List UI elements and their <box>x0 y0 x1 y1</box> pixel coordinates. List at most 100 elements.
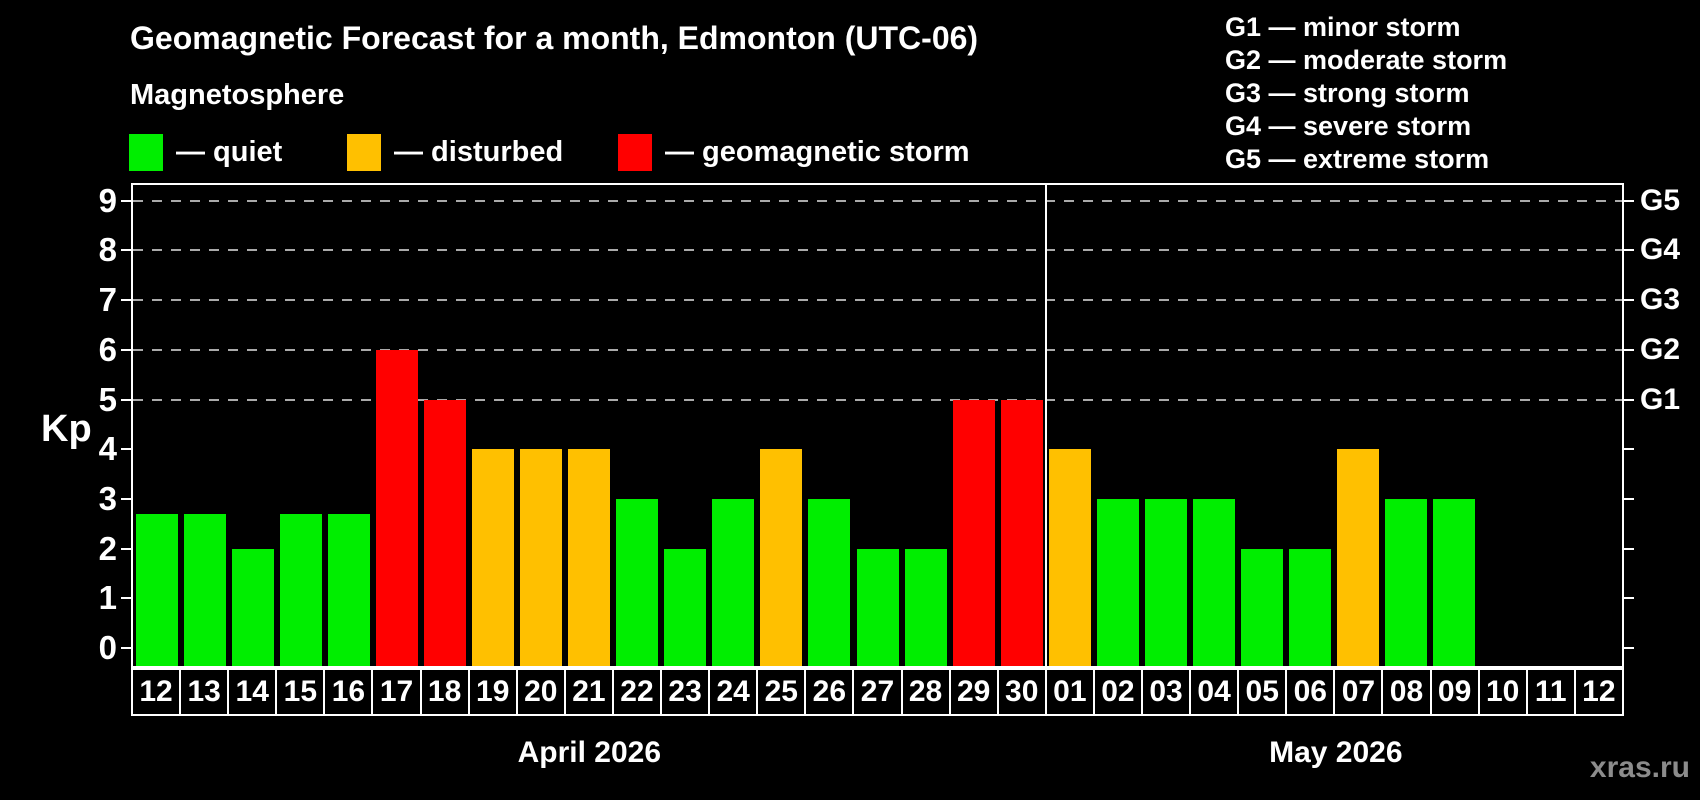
y-axis-tick-right-4 <box>1622 448 1634 451</box>
storm-scale-legend: G1 — minor storm G2 — moderate storm G3 — … <box>1225 11 1507 176</box>
day-cell-30: 30 <box>999 670 1047 714</box>
legend-label-quiet: — quiet <box>176 136 283 168</box>
day-cell-29: 29 <box>951 670 999 714</box>
day-cell-19: 19 <box>470 670 518 714</box>
day-cell-17: 17 <box>373 670 422 714</box>
y-axis-label-6: 6 <box>98 330 117 368</box>
y-axis-tick-left-8 <box>121 249 133 252</box>
kp-bar-day-28 <box>904 548 947 666</box>
kp-bar-day-15 <box>280 513 323 666</box>
chart-subtitle: Magnetosphere <box>130 79 345 111</box>
y-axis-tick-right-9 <box>1622 199 1634 202</box>
day-cell-04: 04 <box>1191 670 1240 714</box>
storm-scale-line-g4: G4 — severe storm <box>1225 111 1472 141</box>
month-label-april: April 2026 <box>517 736 662 769</box>
y-axis-label-4: 4 <box>98 430 117 468</box>
day-cell-21: 21 <box>566 670 614 714</box>
y-axis-label-7: 7 <box>98 281 117 319</box>
day-cell-09: 09 <box>1432 670 1480 714</box>
g-scale-label-g4: G4 <box>1640 233 1681 267</box>
gridline-kp5 <box>133 398 1622 401</box>
legend-item-disturbed: — disturbed <box>347 134 563 171</box>
kp-bar-day-18 <box>424 399 467 666</box>
kp-bar-day-29 <box>952 399 995 666</box>
legend-swatch-quiet-icon <box>129 134 163 171</box>
day-cell-12: 12 <box>133 670 182 714</box>
storm-scale-line-g5: G5 — extreme storm <box>1225 144 1490 174</box>
y-axis-label-3: 3 <box>98 479 117 517</box>
day-axis-row: 12 13 14 15 16 17 18 19 20 21 22 23 24 25 26 27 28 29 30 01… <box>131 668 1624 716</box>
bar-legend: — quiet — disturbed — geomagnetic storm <box>0 134 1100 174</box>
kp-bar-day-25 <box>760 449 803 666</box>
y-axis-tick-right-8 <box>1622 249 1634 252</box>
day-cell-16: 16 <box>325 670 374 714</box>
y-axis-label-2: 2 <box>98 529 117 567</box>
day-cell-23: 23 <box>662 670 711 714</box>
gridline-kp9 <box>133 199 1622 202</box>
kp-bar-day-24 <box>712 498 755 666</box>
kp-bar-day-06 <box>1288 548 1331 666</box>
day-cell-28: 28 <box>903 670 951 714</box>
kp-bar-day-03 <box>1144 498 1187 666</box>
g-scale-label-g5: G5 <box>1640 183 1681 217</box>
day-cell-12: 12 <box>1582 675 1616 708</box>
y-axis-label-8: 8 <box>98 231 117 269</box>
chart-title: Geomagnetic Forecast for a month, Edmont… <box>130 20 979 56</box>
y-axis-tick-left-2 <box>121 547 133 550</box>
day-cell-25: 25 <box>758 670 807 714</box>
watermark: xras.ru <box>1589 751 1690 784</box>
day-cell-22: 22 <box>614 670 663 714</box>
storm-scale-line-g1: G1 — minor storm <box>1225 12 1461 42</box>
gridline-kp8 <box>133 249 1622 252</box>
day-cell-07: 07 <box>1335 670 1384 714</box>
y-axis-tick-right-7 <box>1622 299 1634 302</box>
kp-bar-day-14 <box>232 548 275 666</box>
kp-bar-day-01 <box>1048 449 1091 666</box>
storm-scale-line-g3: G3 — strong storm <box>1225 78 1470 108</box>
y-axis-label-5: 5 <box>98 380 117 418</box>
storm-scale-line-g2: G2 — moderate storm <box>1225 45 1508 75</box>
kp-bar-day-17 <box>376 349 419 666</box>
y-axis-tick-right-1 <box>1622 597 1634 600</box>
y-axis-label-0: 0 <box>98 629 117 666</box>
kp-bar-day-07 <box>1336 449 1379 666</box>
y-axis-tick-left-4 <box>121 448 133 451</box>
day-cell-20: 20 <box>518 670 566 714</box>
day-cell-13: 13 <box>181 670 230 714</box>
g-scale-label-g3: G3 <box>1640 283 1681 317</box>
gridline-kp6 <box>133 348 1622 351</box>
gridline-kp7 <box>133 299 1622 302</box>
y-axis-tick-right-2 <box>1622 547 1634 550</box>
day-cell-15: 15 <box>277 670 326 714</box>
kp-bar-day-05 <box>1240 548 1283 666</box>
plot-area: 0 1 2 3 4 5 6 7 8 9 G1 G2 G3 G4 G5 Kp <box>41 182 1680 668</box>
day-cell-11: 11 <box>1528 670 1576 714</box>
legend-swatch-disturbed-icon <box>347 134 381 171</box>
y-axis-tick-left-9 <box>121 199 133 202</box>
y-axis-tick-left-3 <box>121 497 133 500</box>
y-axis-tick-right-0 <box>1622 647 1634 649</box>
kp-bar-day-20 <box>520 449 563 666</box>
day-cell-02: 02 <box>1095 670 1143 714</box>
g-scale-label-g2: G2 <box>1640 332 1681 366</box>
legend-label-storm: — geomagnetic storm <box>665 136 970 168</box>
legend-item-storm: — geomagnetic storm <box>618 134 970 171</box>
y-axis-tick-left-5 <box>121 398 133 401</box>
day-cell-06: 06 <box>1287 670 1336 714</box>
kp-axis-title: Kp <box>41 408 92 450</box>
day-cell-18: 18 <box>422 670 470 714</box>
kp-bar-day-22 <box>616 498 659 666</box>
kp-bar-day-26 <box>808 498 851 666</box>
month-separator-line <box>1044 185 1047 666</box>
day-cell-24: 24 <box>710 670 759 714</box>
day-cell-14: 14 <box>229 670 278 714</box>
day-cell-27: 27 <box>854 670 903 714</box>
y-axis-tick-left-0 <box>121 647 133 649</box>
legend-item-quiet: — quiet <box>129 134 282 171</box>
y-axis-tick-left-7 <box>121 299 133 302</box>
kp-bar-day-08 <box>1384 498 1427 666</box>
kp-bar-day-12 <box>136 513 179 666</box>
y-axis-tick-right-6 <box>1622 348 1634 351</box>
day-cell-26: 26 <box>806 670 855 714</box>
